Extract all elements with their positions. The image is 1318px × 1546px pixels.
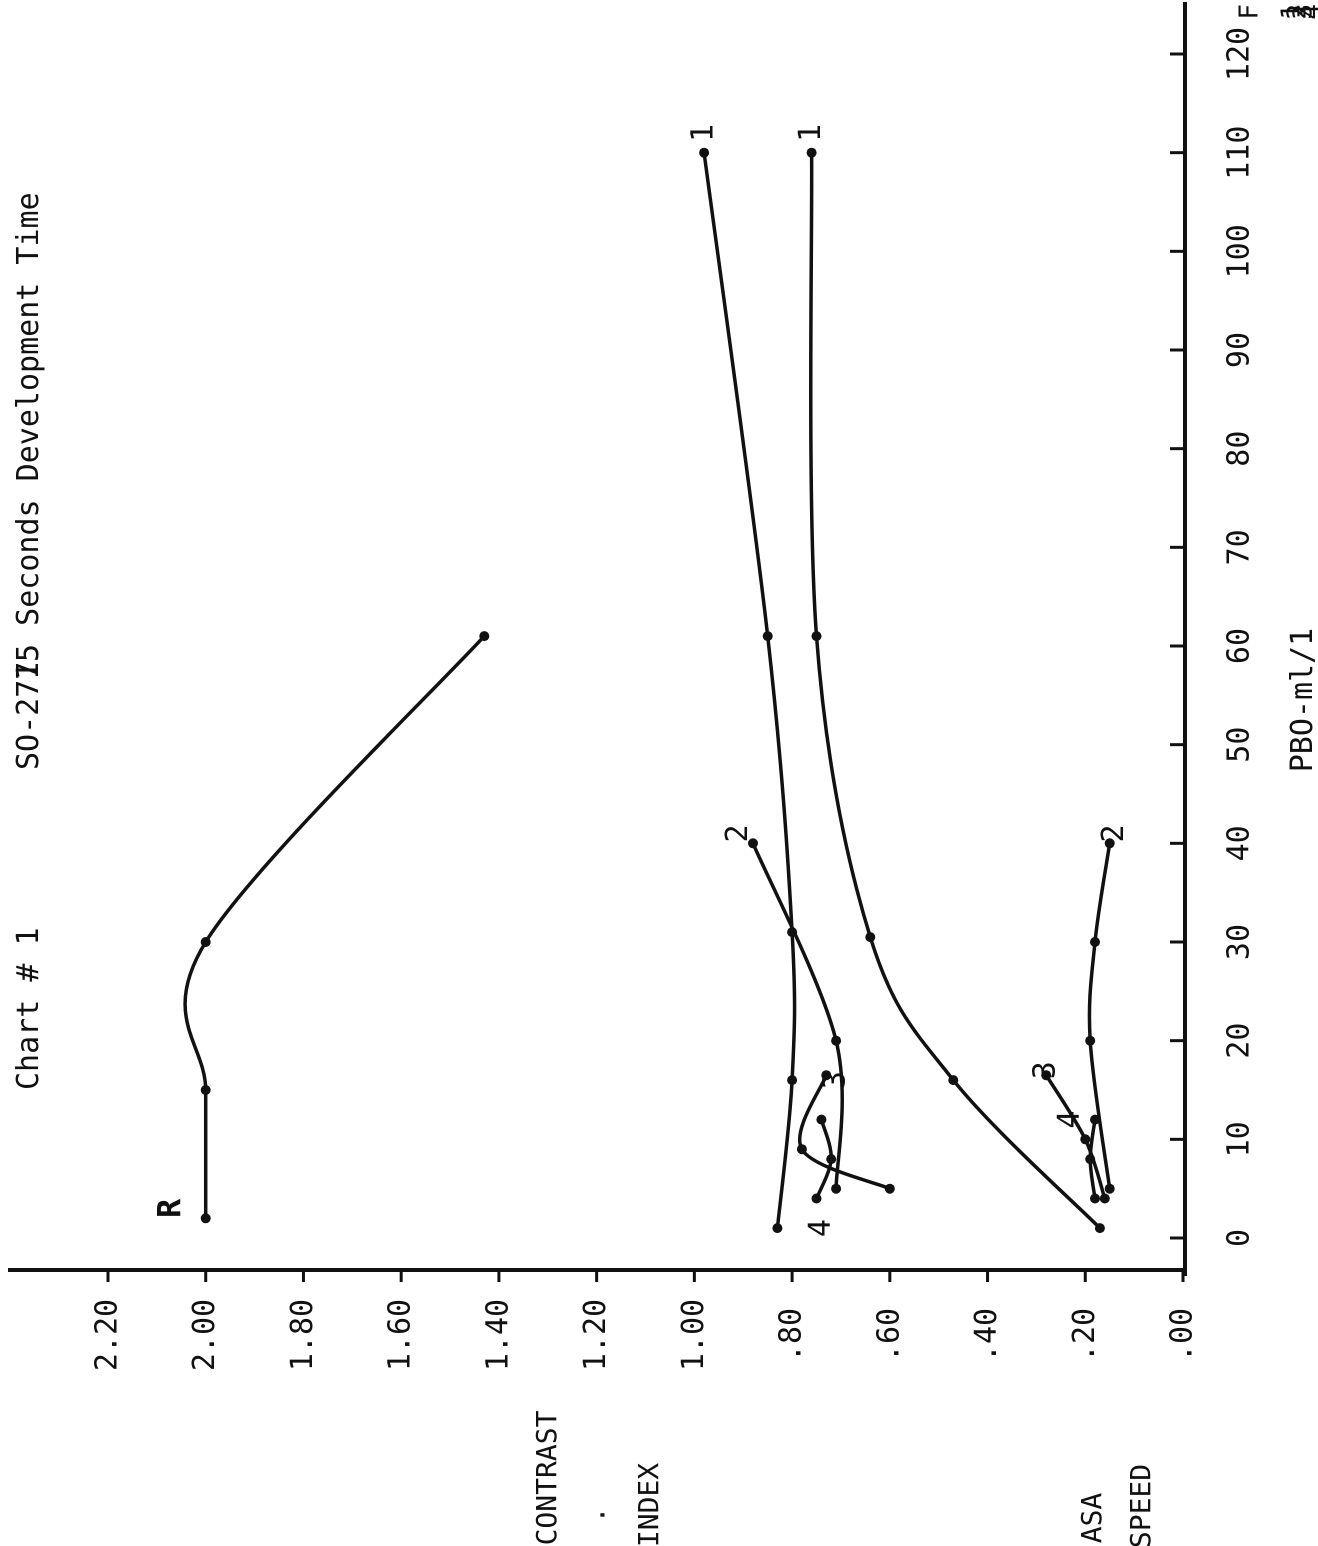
data-point [948, 1075, 959, 1086]
y-tick-label: 1.60 [383, 1299, 418, 1371]
y-tick-label: 1.20 [578, 1299, 613, 1371]
y-axis-title-line: · [586, 1507, 619, 1524]
x-axis-title: PBO-ml/1 [1285, 628, 1318, 773]
y-tick-label: 1.00 [676, 1299, 711, 1371]
x-tick-label: 0 [1222, 1229, 1257, 1247]
y-tick-label: 2.00 [187, 1299, 222, 1371]
data-point [806, 147, 817, 158]
data-point [1085, 1035, 1096, 1046]
y-axis-title-line: INDEX [632, 1463, 665, 1546]
series-label-4: 4 [1052, 1111, 1087, 1129]
corner-text-item: 3 [1289, 4, 1318, 20]
film-type: SO-277 [11, 662, 46, 770]
y-tick-label: .00 [1165, 1308, 1200, 1362]
data-point [865, 932, 876, 943]
data-point [1041, 1070, 1052, 1081]
data-point [826, 1154, 837, 1165]
data-point [816, 1114, 827, 1125]
y-tick-label: .40 [969, 1308, 1004, 1362]
corner-text: F1234 [1235, 4, 1318, 20]
series-line-1 [809, 150, 1102, 1230]
series-line-1 [702, 150, 797, 1230]
corner-text-item: F [1235, 4, 1265, 20]
x-tick-label: 70 [1222, 529, 1257, 565]
data-point [1090, 937, 1100, 947]
x-tick-label: 100 [1222, 224, 1257, 278]
data-point [796, 1144, 807, 1155]
data-point [699, 147, 710, 158]
series-label-3: 3 [818, 1071, 853, 1089]
corner-text-item: 1 [1277, 4, 1307, 20]
y-tick-label: .80 [774, 1308, 809, 1362]
data-point [811, 1193, 822, 1204]
x-tick-label: 90 [1222, 332, 1257, 368]
data-point [1090, 1114, 1100, 1125]
data-point [200, 1085, 211, 1095]
data-point [1080, 1134, 1091, 1145]
data-point [1085, 1154, 1096, 1165]
y-tick-label: 1.80 [285, 1299, 320, 1371]
x-tick-label: 80 [1222, 431, 1257, 467]
y-tick-label: .60 [871, 1308, 906, 1362]
data-point [831, 1035, 842, 1046]
data-point [1104, 838, 1115, 849]
data-point [1090, 1193, 1100, 1204]
series-line-R [183, 634, 487, 1221]
x-tick-label: 60 [1222, 628, 1257, 664]
corner-text-item: 2 [1283, 4, 1313, 20]
y-axis-title-line: SPEED [1124, 1464, 1157, 1546]
series-label-2: 2 [720, 824, 755, 842]
y-tick-label: .20 [1067, 1308, 1102, 1362]
data-point [787, 927, 798, 938]
series-line-2 [1087, 841, 1112, 1191]
data-point [1099, 1193, 1110, 1204]
series-label-2: 2 [1096, 824, 1131, 842]
x-tick-label: 20 [1222, 1023, 1257, 1059]
y-tick-label: 1.40 [480, 1299, 515, 1371]
series-label-1: 1 [793, 124, 828, 142]
x-tick-label: 110 [1222, 126, 1257, 180]
series-label-R: R [151, 1198, 189, 1218]
data-point [831, 1183, 842, 1194]
x-tick-label: 120 [1222, 27, 1257, 81]
chart-number: Chart # 1 [11, 927, 46, 1090]
series-label-3: 3 [1028, 1061, 1063, 1079]
x-tick-label: 10 [1222, 1121, 1257, 1157]
series-label-4: 4 [803, 1219, 838, 1237]
series-label-1: 1 [686, 124, 721, 142]
data-point [479, 631, 490, 642]
data-point [200, 937, 211, 947]
corner-text-item: 4 [1297, 4, 1318, 20]
data-point [811, 631, 822, 642]
chart-title: 15 Seconds Development Time [11, 192, 46, 680]
data-point [200, 1213, 211, 1224]
data-point [821, 1070, 832, 1081]
y-axis-title: CONTRAST · INDEX ASA SPEED [530, 1410, 1157, 1546]
y-axis-title-line: ASA [1075, 1493, 1108, 1544]
x-tick-label: 30 [1222, 924, 1257, 960]
data-point [1094, 1223, 1105, 1234]
data-point [787, 1075, 798, 1086]
data-point [884, 1183, 895, 1194]
x-tick-label: 40 [1222, 825, 1257, 861]
data-point [1104, 1183, 1115, 1194]
y-tick-label: 2.20 [90, 1299, 125, 1371]
y-axis-title-line: CONTRAST [530, 1410, 563, 1545]
data-point [762, 631, 773, 642]
data-point [748, 838, 758, 849]
x-tick-label: 50 [1222, 727, 1257, 763]
series-line-3 [798, 1073, 892, 1191]
data-point [772, 1223, 783, 1234]
